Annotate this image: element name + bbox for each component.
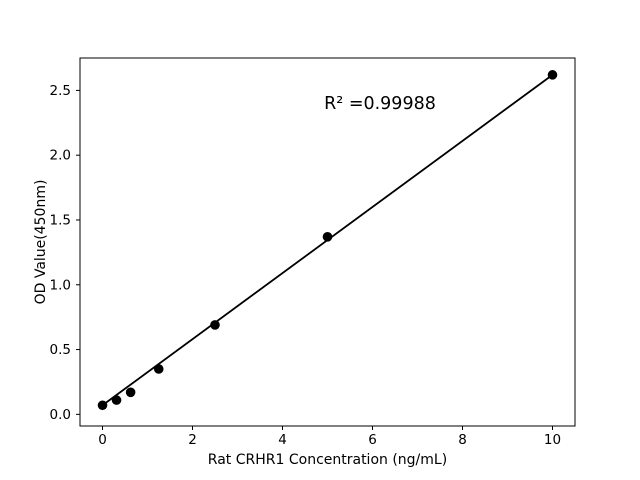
- y-tick-label: 2.5: [50, 83, 71, 99]
- data-point: [125, 387, 136, 398]
- data-point: [97, 400, 108, 411]
- x-tick-label: 0: [98, 432, 107, 448]
- y-axis-label: OD Value(450nm): [33, 180, 49, 305]
- y-tick-label: 0.0: [50, 407, 71, 423]
- x-tick-label: 2: [188, 432, 197, 448]
- r-squared-annotation: R² =0.99988: [324, 94, 436, 114]
- data-point: [153, 364, 164, 374]
- data-points-group: [97, 70, 558, 411]
- plot-frame: [79, 57, 576, 427]
- data-point: [322, 232, 333, 242]
- x-tick-label: 4: [278, 432, 287, 448]
- y-tick-label: 1.0: [50, 277, 71, 293]
- data-point: [111, 395, 122, 405]
- y-axis-ticks: 0.0 0.5 1.0 1.5 2.0 2.5: [50, 83, 80, 423]
- y-tick-label: 2.0: [50, 148, 71, 164]
- x-tick-label: 6: [368, 432, 377, 448]
- x-axis-label: Rat CRHR1 Concentration (ng/mL): [208, 452, 447, 468]
- y-tick-label: 0.5: [50, 342, 71, 358]
- x-tick-label: 8: [458, 432, 467, 448]
- data-point: [547, 70, 558, 80]
- x-tick-label: 10: [544, 432, 561, 448]
- x-axis-ticks: 0 2 4 6 8 10: [98, 426, 561, 448]
- y-tick-label: 1.5: [50, 212, 71, 228]
- data-point: [210, 320, 220, 330]
